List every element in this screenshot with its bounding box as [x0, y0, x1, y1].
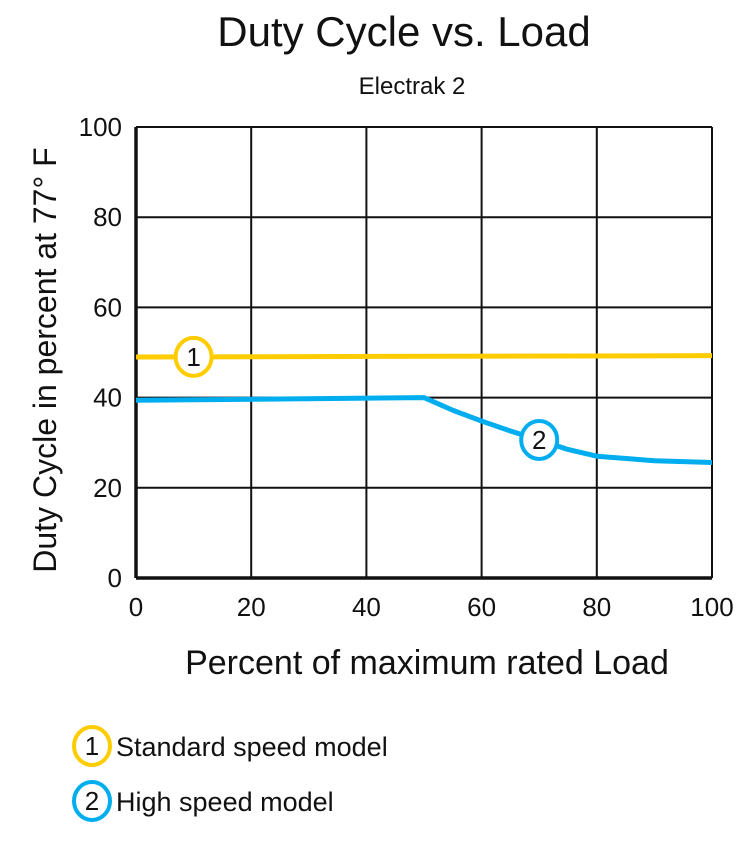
series-line-2: [135, 395, 713, 466]
x-tick-label: 60: [467, 592, 496, 622]
y-tick-label: 60: [93, 292, 122, 322]
legend-entry-1: Standard speed model: [116, 732, 388, 762]
x-tick-label: 80: [582, 592, 611, 622]
x-axis-label: Percent of maximum rated Load: [185, 644, 669, 682]
legend-marker-2: [72, 780, 112, 822]
x-tick-label: 20: [237, 592, 266, 622]
series-marker-1: [173, 335, 214, 378]
legend-marker-1: [72, 725, 112, 767]
series-line-1: [135, 353, 713, 360]
series-group: 12: [135, 335, 713, 466]
y-tick-label: 40: [93, 383, 122, 413]
tick-labels: 0 20 40 60 80 100 0 20 40 60 80 100: [79, 112, 734, 622]
x-tick-label: 0: [129, 592, 143, 622]
y-tick-label: 0: [108, 563, 122, 593]
series-marker-label: 2: [532, 425, 546, 455]
chart-subtitle: Electrak 2: [359, 73, 466, 100]
series-marker-2: [519, 418, 560, 461]
y-tick-label: 100: [79, 112, 122, 142]
y-axis-label: Duty Cycle in percent at 77° F: [27, 147, 63, 572]
series-marker-label: 1: [186, 342, 200, 372]
y-tick-label: 20: [93, 473, 122, 503]
y-tick-label: 80: [93, 202, 122, 232]
legend-entry-2: High speed model: [116, 787, 334, 817]
legend-marker-label: 2: [85, 786, 99, 816]
grid: [134, 126, 713, 580]
x-tick-label: 100: [690, 592, 733, 622]
legend-marker-label: 1: [85, 731, 99, 761]
chart-title: Duty Cycle vs. Load: [217, 8, 591, 55]
x-tick-label: 40: [352, 592, 381, 622]
legend: 1 Standard speed model 2 High speed model: [72, 725, 388, 822]
